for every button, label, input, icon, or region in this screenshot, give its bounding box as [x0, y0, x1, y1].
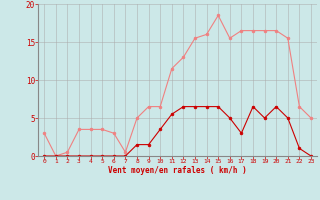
X-axis label: Vent moyen/en rafales ( km/h ): Vent moyen/en rafales ( km/h ): [108, 166, 247, 175]
